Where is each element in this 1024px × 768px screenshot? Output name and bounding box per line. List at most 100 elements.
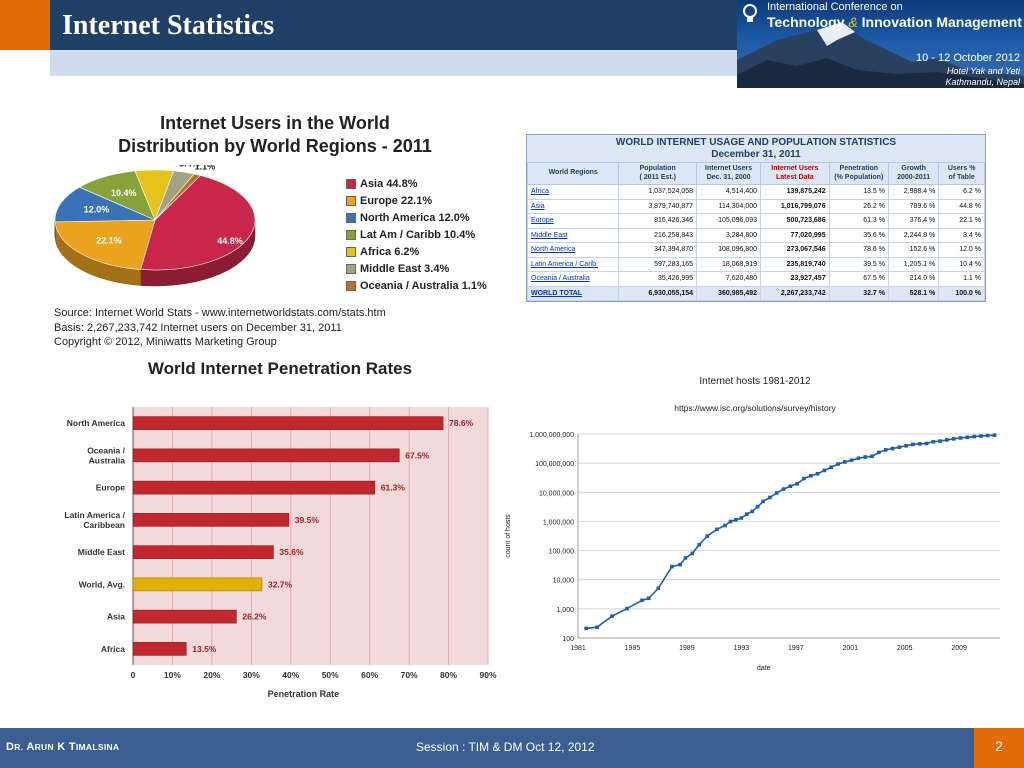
y-axis-label: count of hosts xyxy=(505,514,512,558)
y-tick-label: 10,000 xyxy=(553,578,575,585)
table-cell: 105,096,093 xyxy=(696,213,762,229)
table-row: North America 347,394,870 108,096,800 273,0… xyxy=(526,242,985,258)
footer-session: Session : TIM & DM Oct 12, 2012 xyxy=(416,740,595,754)
bar-category-label: Europe xyxy=(96,483,126,493)
x-tick-label: 30% xyxy=(243,670,260,680)
data-point xyxy=(678,562,682,567)
region-link[interactable]: Asia xyxy=(526,198,620,214)
table-cell: 2,988.4 % xyxy=(887,184,940,200)
conference-name-part-1: Technology xyxy=(767,14,845,30)
data-point xyxy=(938,439,942,443)
legend-label: North America 12.0% xyxy=(360,211,470,224)
legend-swatch xyxy=(346,280,356,291)
table-cell: 7,620,480 xyxy=(696,271,762,287)
footer-bar xyxy=(0,728,1024,768)
table-row: Latin America / Carib. 597,283,165 18,068,… xyxy=(526,256,985,272)
header-bar xyxy=(50,0,740,50)
x-tick-label: 0 xyxy=(131,670,136,680)
table-cell: 108,096,800 xyxy=(696,242,762,258)
table-cell: 597,283,165 xyxy=(618,256,698,272)
data-point xyxy=(697,542,701,547)
x-tick-label: 80% xyxy=(440,670,457,680)
region-link[interactable]: Africa xyxy=(526,184,620,200)
author-initial-a: A xyxy=(26,741,35,753)
data-point xyxy=(843,460,847,464)
x-tick-label: 1997 xyxy=(788,645,804,652)
pie-slice-label: 3.4% xyxy=(179,165,200,169)
data-point xyxy=(795,482,799,486)
table-header-cell: Users % of Table xyxy=(938,162,985,185)
legend-label: Africa 6.2% xyxy=(360,245,420,258)
data-point xyxy=(890,446,895,451)
region-link[interactable]: Middle East xyxy=(526,227,620,243)
bar xyxy=(132,480,376,495)
bar-category-label: Middle East xyxy=(78,547,125,557)
legend-label: Europe 22.1% xyxy=(360,194,433,207)
table-cell: 816,426,346 xyxy=(618,213,698,229)
data-point xyxy=(802,476,806,481)
line-chart-subtitle: https://www.isc.org/solutions/survey/his… xyxy=(674,403,836,413)
y-tick-label: 1,000,000 xyxy=(543,519,574,526)
table-cell: 6.2 % xyxy=(938,184,985,200)
author-initial-t: T xyxy=(68,741,76,753)
data-point xyxy=(683,556,688,560)
x-tick-label: 1989 xyxy=(679,645,695,652)
data-point xyxy=(904,443,908,448)
author-initial-k: K xyxy=(57,741,66,753)
table-cell: 44.8 % xyxy=(938,198,985,214)
data-point xyxy=(979,434,983,438)
pie-slice xyxy=(54,219,156,270)
bar-category-label: Caribbean xyxy=(83,520,125,530)
bar xyxy=(132,545,274,559)
bar-category-label: North America xyxy=(67,418,126,428)
legend-swatch xyxy=(346,178,356,189)
data-point xyxy=(584,626,588,631)
bar-value-label: 61.3% xyxy=(381,483,406,493)
source-line-1: Source: Internet World Stats - www.inter… xyxy=(54,307,386,319)
region-link[interactable]: North America xyxy=(526,242,620,258)
pie-title-line-2: Distribution by World Regions - 2011 xyxy=(118,136,432,156)
data-point xyxy=(856,456,861,461)
region-link[interactable]: Oceania / Australia xyxy=(526,271,620,287)
pie-slice-label: 12.0% xyxy=(84,205,110,215)
table-header-cell: World Regions xyxy=(526,162,620,185)
data-point xyxy=(768,495,772,500)
pie-slice-label: 6.2% xyxy=(144,165,165,166)
x-tick-label: 60% xyxy=(361,670,378,680)
data-point xyxy=(836,462,840,466)
conference-line-1: International Conference on xyxy=(767,1,903,13)
region-link[interactable]: Europe xyxy=(526,213,620,229)
data-point xyxy=(917,442,922,446)
legend-swatch xyxy=(346,229,356,240)
x-tick-label: 1985 xyxy=(625,645,641,652)
y-tick-label: 10,000,000 xyxy=(539,490,574,497)
table-row: Asia 3,879,740,877 114,304,000 1,016,799,07… xyxy=(526,198,985,214)
conference-dates: 10 - 12 October 2012 xyxy=(916,52,1020,64)
author-rest-imalsina: IMALSINA xyxy=(75,742,120,752)
table-title: WORLD INTERNET USAGE AND POPULATION STAT… xyxy=(527,135,985,162)
table-header-cell: Population( 2011 Est.) xyxy=(618,162,698,185)
table-cell: 23,927,457 xyxy=(760,271,830,287)
header-accent-block xyxy=(0,0,50,50)
table-cell: 214.0 % xyxy=(887,271,940,287)
table-cell: 347,394,870 xyxy=(618,242,698,258)
legend-swatch xyxy=(346,263,356,274)
x-tick-label: 2001 xyxy=(842,645,858,652)
line-chart-title: Internet hosts 1981-2012 xyxy=(699,376,811,387)
page-number: 2 xyxy=(995,738,1003,754)
data-point xyxy=(646,596,651,601)
lightbulb-icon xyxy=(743,4,757,22)
table-cell: 39.5 % xyxy=(828,256,890,272)
pie-title-line-1: Internet Users in the World xyxy=(160,113,390,133)
bar-value-label: 35.6% xyxy=(279,547,304,557)
pie-slice-label: 1.1% xyxy=(195,165,216,172)
table-cell: 22.1 % xyxy=(938,213,985,229)
data-point xyxy=(877,450,881,455)
bar-value-label: 67.5% xyxy=(405,450,430,460)
bar-value-label: 39.5% xyxy=(295,515,320,525)
data-point xyxy=(788,484,793,489)
footer-author: DR. ARUN K TIMALSINA xyxy=(6,741,119,753)
region-link[interactable]: WORLD TOTAL xyxy=(526,285,620,301)
region-link[interactable]: Latin America / Carib. xyxy=(526,256,620,272)
table-cell: 139,875,242 xyxy=(760,184,830,200)
